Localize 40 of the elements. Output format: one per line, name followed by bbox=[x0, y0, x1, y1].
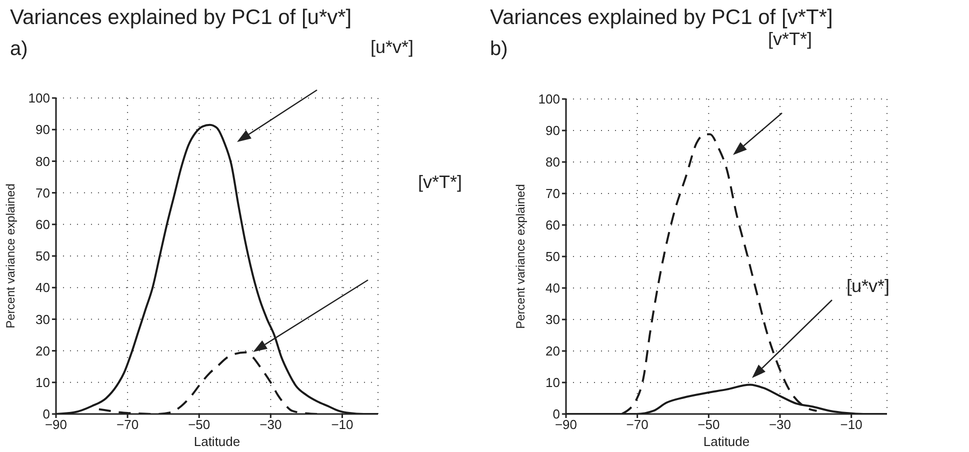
chart-subtitle: b) bbox=[490, 38, 508, 61]
x-tick-label: −50 bbox=[698, 417, 720, 432]
y-tick-label: 100 bbox=[28, 90, 50, 106]
text: [u*v*] bbox=[370, 36, 414, 57]
y-tick-label: 20 bbox=[546, 344, 560, 359]
y-tick-label: 10 bbox=[36, 375, 50, 390]
y-tick-label: 30 bbox=[36, 312, 50, 327]
y-tick-label: 70 bbox=[546, 186, 560, 202]
y-tick-label: 20 bbox=[36, 343, 50, 358]
x-axis-title: Latitude bbox=[194, 434, 240, 449]
y-tick-label: 80 bbox=[546, 154, 560, 170]
chart-title: Variances explained by PC1 of [v*T*] bbox=[490, 6, 833, 30]
y-tick-label: 60 bbox=[546, 218, 560, 233]
x-tick-label: −10 bbox=[840, 417, 862, 432]
y-axis-title: Percent variance explained bbox=[513, 184, 528, 329]
y-tick-label: 10 bbox=[546, 375, 560, 390]
y-tick-label: 50 bbox=[546, 249, 560, 264]
y-tick-label: 90 bbox=[546, 123, 560, 138]
x-tick-label: −70 bbox=[116, 417, 139, 432]
y-tick-label: 60 bbox=[36, 217, 50, 232]
y-tick-label: 40 bbox=[546, 280, 560, 296]
text: [v*T*] bbox=[418, 172, 462, 192]
y-axis-title: Percent variance explained bbox=[3, 184, 18, 328]
x-tick-label: −30 bbox=[768, 417, 792, 432]
x-tick-label: −30 bbox=[260, 417, 282, 432]
y-tick-label: 90 bbox=[36, 122, 50, 138]
chart-subtitle: a) bbox=[10, 38, 28, 61]
annotation: [u*v*] bbox=[846, 276, 890, 296]
x-axis-title: Latitude bbox=[703, 434, 750, 449]
y-tick-label: 40 bbox=[36, 280, 50, 296]
y-tick-label: 80 bbox=[36, 154, 50, 169]
y-tick-label: 100 bbox=[538, 92, 560, 107]
chart-title: Variances explained by PC1 of [u*v*] bbox=[10, 6, 352, 30]
y-tick-label: 30 bbox=[546, 312, 560, 328]
y-tick-label: 70 bbox=[36, 185, 50, 200]
x-tick-label: −70 bbox=[626, 417, 648, 432]
text: [v*T*] bbox=[768, 28, 812, 49]
y-tick-label: 50 bbox=[36, 248, 50, 264]
x-tick-label: −10 bbox=[331, 417, 354, 432]
x-tick-label: −50 bbox=[188, 417, 210, 432]
